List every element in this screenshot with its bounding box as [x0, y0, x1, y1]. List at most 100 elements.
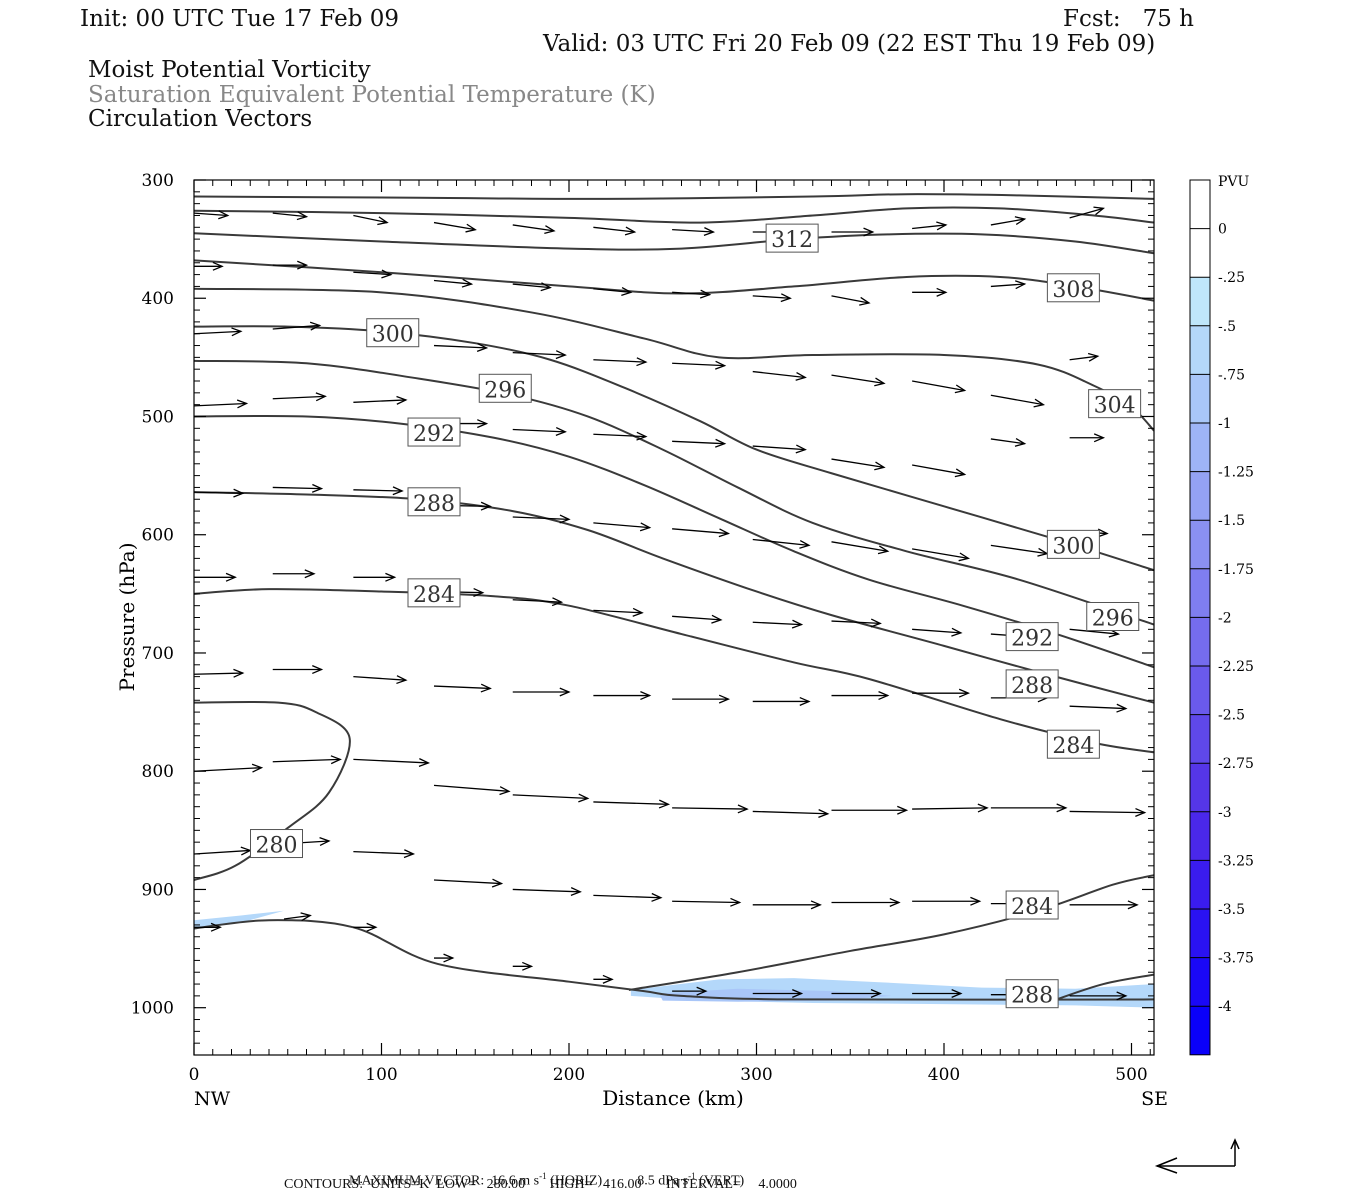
- vector-head: [1014, 216, 1027, 225]
- vector-shaft: [272, 324, 320, 330]
- vector-head: [795, 371, 807, 381]
- vector-arrow: [512, 887, 582, 897]
- vector-shaft: [593, 433, 646, 438]
- colorbar-tick-label: -3.5: [1218, 902, 1245, 918]
- vector-head: [711, 614, 723, 624]
- y-tick-label: 1000: [131, 999, 174, 1019]
- vector-arrow: [272, 392, 327, 402]
- valid-time-label: Valid: 03 UTC Fri 20 Feb 09 (22 EST Thu …: [543, 31, 1156, 57]
- vector-arrow: [512, 793, 590, 803]
- vector-arrow: [283, 912, 312, 922]
- vector-arrow: [194, 210, 230, 220]
- vector-head: [522, 961, 534, 971]
- theta-es-contours: [194, 193, 1154, 1001]
- colorbar-tick-label: -2.5: [1218, 708, 1245, 724]
- vector-arrow: [593, 974, 614, 984]
- contour-line-304: [194, 287, 1154, 432]
- vector-head: [212, 261, 224, 271]
- vector-head: [1093, 433, 1106, 443]
- contour-info-line: CONTOURS: UNITS=K LOW= 280.00 HIGH= 416.…: [284, 1177, 797, 1192]
- vector-shaft: [194, 402, 247, 407]
- vector-arrow: [272, 569, 316, 579]
- vector-head: [480, 683, 492, 693]
- vector-head: [296, 211, 309, 221]
- vector-head: [311, 483, 324, 493]
- vector-head: [1116, 703, 1128, 713]
- contour-label-text: 284: [1052, 734, 1094, 759]
- vector-head: [555, 350, 567, 360]
- vector-arrow: [912, 380, 967, 394]
- y-tick-label: 400: [142, 289, 174, 309]
- vector-shaft: [353, 399, 406, 403]
- vector-shaft: [1069, 628, 1119, 635]
- vector-head: [699, 289, 712, 299]
- vector-shaft: [912, 464, 965, 476]
- vector-head: [715, 438, 727, 448]
- vector-shaft: [593, 894, 661, 899]
- vector-shaft: [433, 279, 472, 285]
- vector-arrow: [752, 370, 807, 381]
- contour-label-text: 288: [413, 492, 455, 517]
- vector-head: [730, 897, 742, 907]
- colorbar-tick-label: -4: [1218, 999, 1232, 1015]
- vector-shaft: [990, 283, 1025, 288]
- vector-head: [551, 597, 564, 607]
- init-time-label: Init: 00 UTC Tue 17 Feb 09: [80, 6, 400, 32]
- vector-head: [696, 986, 708, 996]
- vector-arrow: [912, 688, 971, 698]
- vector-head: [624, 226, 637, 236]
- vector-head: [236, 399, 249, 409]
- vector-arrow: [912, 627, 963, 637]
- vector-head: [366, 922, 378, 932]
- vector-shaft: [990, 218, 1025, 226]
- field-label-mpv: Moist Potential Vorticity: [88, 57, 371, 83]
- vector-arrow: [1069, 807, 1147, 817]
- vector-shaft: [512, 224, 555, 232]
- vector-arrow: [593, 892, 663, 902]
- colorbar-cell: [1190, 374, 1210, 423]
- colorbar-tick-label: -1.25: [1218, 465, 1254, 481]
- vector-shaft: [353, 489, 403, 492]
- vector-arrow: [512, 282, 552, 292]
- vector-arrow: [433, 878, 504, 888]
- vector-shaft: [353, 850, 414, 855]
- vector-arrow: [990, 280, 1027, 290]
- contour-line-280: [194, 700, 351, 881]
- colorbar-cell: [1190, 423, 1210, 472]
- contour-label: 288: [1005, 669, 1059, 699]
- contour-line-288: [194, 491, 1154, 704]
- vector-head: [1056, 803, 1068, 813]
- vector-arrow: [433, 683, 492, 693]
- vector-arrow: [194, 399, 249, 409]
- vector-shaft: [672, 362, 725, 367]
- contour-label: 292: [1005, 622, 1059, 652]
- colorbar-cell: [1190, 325, 1210, 375]
- vector-arrow: [672, 438, 727, 448]
- vector-head: [385, 572, 397, 582]
- vector-head: [636, 357, 648, 367]
- vector-head: [418, 758, 431, 768]
- vector-shaft: [831, 295, 870, 304]
- vector-shaft: [353, 271, 391, 276]
- axis-ticks: 0 100 200 300 400 500 300 400 500 600 700 800 900 100…: [131, 171, 1154, 1085]
- vector-arrow: [990, 803, 1068, 813]
- vector-head: [218, 210, 230, 220]
- vector-head: [799, 696, 811, 706]
- contour-label: 300: [366, 318, 420, 348]
- vector-head: [251, 763, 264, 773]
- vector-head: [570, 887, 582, 897]
- vector-arrow: [990, 394, 1046, 408]
- vector-arrow: [593, 226, 637, 236]
- vector-head: [870, 618, 882, 628]
- vector-head: [473, 587, 485, 597]
- vector-head: [958, 552, 971, 562]
- vector-shaft: [912, 807, 988, 810]
- colorbar-cell: [1190, 228, 1210, 278]
- vector-arrow: [512, 597, 564, 607]
- vector-head: [651, 892, 663, 902]
- vector-head: [878, 691, 890, 701]
- vector-arrow: [1069, 703, 1128, 713]
- vector-arrow: [831, 458, 886, 471]
- vector-shaft: [433, 784, 510, 792]
- vector-shaft: [752, 810, 828, 815]
